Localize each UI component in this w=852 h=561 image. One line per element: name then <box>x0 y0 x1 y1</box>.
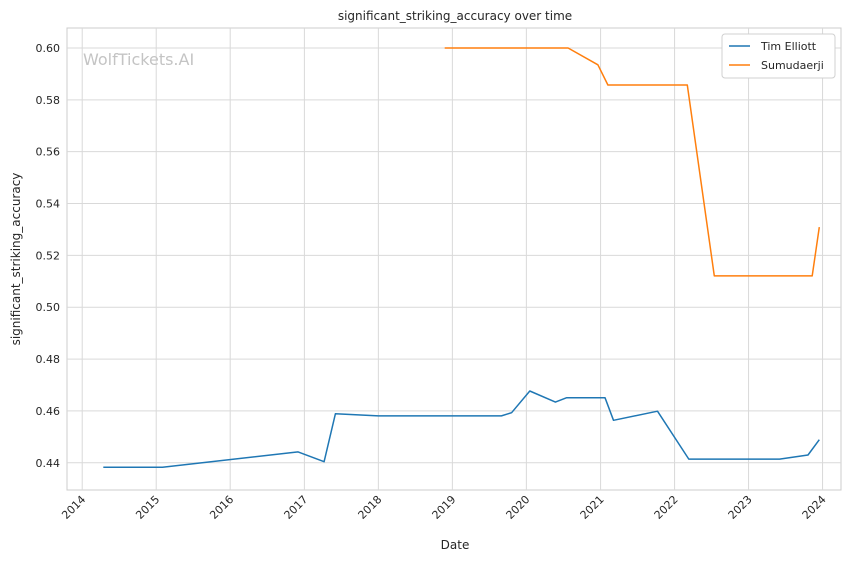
y-tick-label: 0.56 <box>36 146 61 159</box>
legend: Tim Elliott Sumudaerji <box>721 33 836 79</box>
x-tick-label: 2018 <box>356 493 385 522</box>
plot-area <box>66 27 842 491</box>
y-tick-label: 0.46 <box>36 405 61 418</box>
x-tick-label: 2015 <box>133 493 162 522</box>
x-tick-label: 2022 <box>652 493 681 522</box>
y-tick-label: 0.54 <box>36 198 61 211</box>
y-axis-ticks: 0.44 0.46 0.48 0.50 0.52 0.54 0.56 0.58 0.60 <box>36 42 61 470</box>
watermark: WolfTickets.AI <box>83 50 194 69</box>
chart-title: significant_striking_accuracy over time <box>338 9 572 23</box>
x-axis-title: Date <box>441 538 470 552</box>
legend-box <box>721 33 836 79</box>
x-tick-label: 2020 <box>504 493 533 522</box>
y-tick-label: 0.60 <box>36 42 61 55</box>
x-tick-label: 2019 <box>430 493 459 522</box>
y-tick-label: 0.50 <box>36 301 61 314</box>
x-tick-label: 2021 <box>578 493 607 522</box>
y-tick-label: 0.48 <box>36 353 61 366</box>
x-tick-label: 2023 <box>726 493 755 522</box>
series-line-0 <box>103 390 820 468</box>
y-tick-label: 0.52 <box>36 249 61 262</box>
x-axis-ticks: 2014 2015 2016 2017 2018 2019 2020 2021 2022 2023… <box>59 493 828 522</box>
y-tick-label: 0.44 <box>36 457 61 470</box>
series-line-1 <box>444 47 821 277</box>
y-tick-label: 0.58 <box>36 94 61 107</box>
x-tick-label: 2014 <box>59 493 88 522</box>
series-lines <box>103 47 821 468</box>
y-axis-title: significant_striking_accuracy <box>9 173 23 346</box>
legend-label: Tim Elliott <box>760 40 817 53</box>
x-tick-label: 2016 <box>207 493 236 522</box>
legend-label: Sumudaerji <box>761 59 824 72</box>
x-tick-label: 2017 <box>282 493 311 522</box>
x-tick-label: 2024 <box>800 493 829 522</box>
